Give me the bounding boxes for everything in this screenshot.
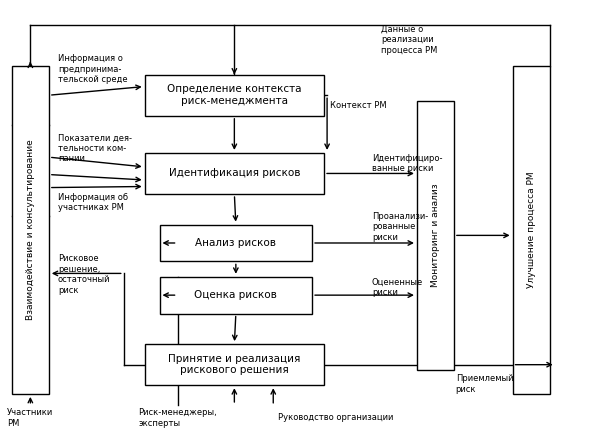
- Text: Контекст РМ: Контекст РМ: [330, 102, 387, 110]
- FancyBboxPatch shape: [12, 66, 49, 394]
- Text: Мониторинг и анализ: Мониторинг и анализ: [431, 184, 440, 287]
- Text: Анализ рисков: Анализ рисков: [196, 238, 277, 248]
- FancyBboxPatch shape: [512, 66, 550, 394]
- Text: Идентификация рисков: Идентификация рисков: [169, 168, 300, 178]
- Text: Проанализи-
рованные
риски: Проанализи- рованные риски: [372, 212, 428, 242]
- Text: Взаимодействие и консультирование: Взаимодействие и консультирование: [26, 140, 35, 320]
- Text: Оцененные
риски: Оцененные риски: [372, 278, 423, 297]
- FancyBboxPatch shape: [145, 75, 324, 116]
- Text: Оценка рисков: Оценка рисков: [194, 290, 277, 300]
- Text: Риск-менеджеры,
эксперты: Риск-менеджеры, эксперты: [138, 408, 217, 428]
- Text: Принятие и реализация
рискового решения: Принятие и реализация рискового решения: [168, 354, 301, 375]
- Text: Определение контекста
риск-менеджмента: Определение контекста риск-менеджмента: [167, 85, 302, 106]
- FancyBboxPatch shape: [145, 153, 324, 194]
- FancyBboxPatch shape: [160, 277, 312, 313]
- FancyBboxPatch shape: [145, 344, 324, 385]
- Text: Информация о
предпринима-
тельской среде: Информация о предпринима- тельской среде: [58, 54, 127, 84]
- Text: Улучшение процесса РМ: Улучшение процесса РМ: [527, 172, 536, 288]
- Text: Идентифициро-
ванные риски: Идентифициро- ванные риски: [372, 154, 442, 174]
- Text: Информация об
участниках РМ: Информация об участниках РМ: [58, 193, 128, 212]
- FancyBboxPatch shape: [160, 225, 312, 262]
- Text: Приемлемый
риск: Приемлемый риск: [456, 375, 513, 394]
- Text: Руководство организации: Руководство организации: [278, 413, 394, 422]
- Text: Рисковое
решение,
остаточный
риск: Рисковое решение, остаточный риск: [58, 254, 110, 295]
- Text: Участники
РМ: Участники РМ: [7, 408, 53, 428]
- FancyBboxPatch shape: [417, 101, 454, 370]
- Text: Показатели дея-
тельности ком-
пании: Показатели дея- тельности ком- пании: [58, 133, 132, 164]
- Text: Данные о
реализации
процесса РМ: Данные о реализации процесса РМ: [381, 25, 437, 54]
